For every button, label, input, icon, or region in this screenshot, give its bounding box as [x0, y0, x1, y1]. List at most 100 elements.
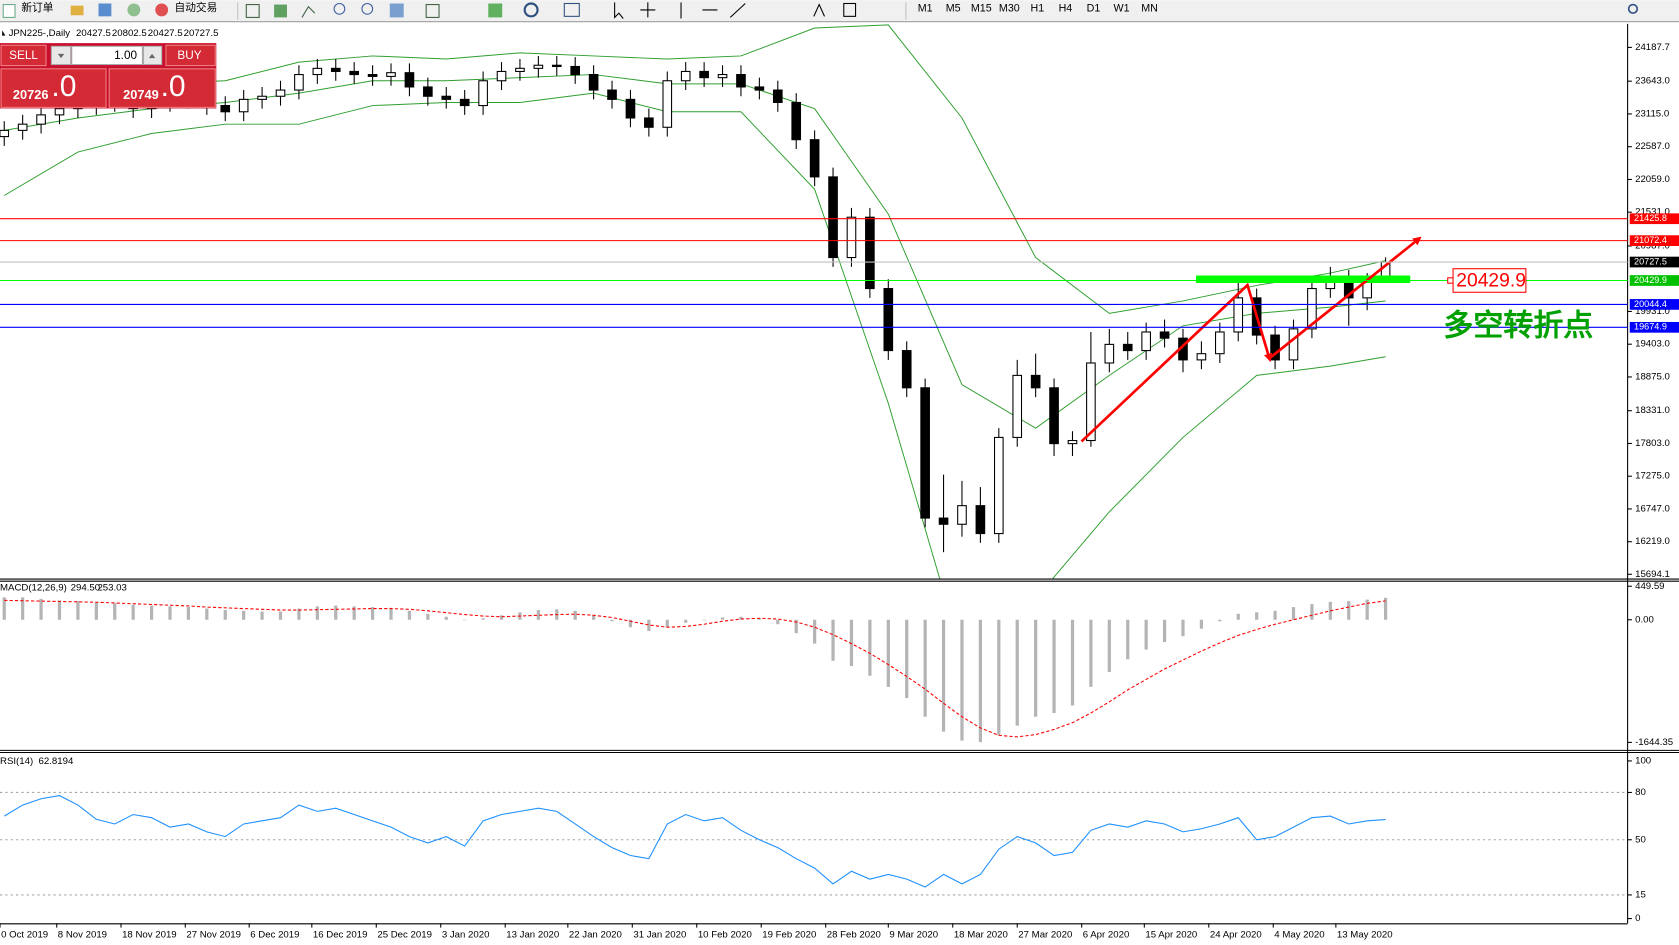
timeframe[interactable]: D1: [1087, 3, 1101, 15]
timeframe[interactable]: W1: [1114, 3, 1130, 15]
icon-auto-trading[interactable]: [155, 3, 169, 17]
candle-body: [1215, 331, 1225, 355]
icon[interactable]: [425, 4, 440, 18]
auto-trading[interactable]: 自动交易: [175, 1, 218, 14]
macd-bar: [628, 619, 633, 628]
icon[interactable]: [813, 3, 825, 17]
buy-label[interactable]: BUY: [177, 49, 201, 62]
candle-body: [1288, 328, 1299, 361]
macd-bar: [1255, 612, 1259, 620]
timeframe[interactable]: MN: [1141, 3, 1158, 15]
level-label-bg: [1629, 235, 1679, 246]
macd-bar: [720, 617, 725, 620]
x-tick-label: 9 Mar 2020: [889, 930, 938, 941]
buy-price-box[interactable]: [108, 68, 216, 108]
buy-pips[interactable]: .0: [161, 70, 186, 103]
icon[interactable]: [389, 3, 404, 18]
lot-size[interactable]: 1.00: [114, 49, 137, 62]
icon[interactable]: [127, 3, 141, 17]
candle-body: [36, 114, 46, 125]
candle-body: [1049, 387, 1059, 445]
macd-bar: [1236, 613, 1240, 620]
macd-bar: [223, 610, 227, 620]
timeframe[interactable]: M30: [999, 3, 1020, 15]
x-tick-label: 27 Nov 2019: [186, 930, 241, 941]
indicator-value: 294.50: [71, 583, 100, 594]
macd-bar: [94, 602, 98, 620]
icon[interactable]: [301, 5, 316, 18]
icon[interactable]: [640, 2, 656, 18]
buy-button[interactable]: [165, 44, 216, 67]
icon[interactable]: [563, 2, 580, 17]
icon[interactable]: [70, 5, 84, 16]
candle-body: [791, 101, 802, 141]
candle-body: [1362, 281, 1372, 299]
candle-body: [938, 517, 949, 525]
x-tick-label: 4 May 2020: [1274, 930, 1324, 941]
level-label-bg: [1629, 321, 1679, 333]
macd-bar: [923, 619, 927, 717]
toolbar: [0, 0, 1679, 22]
sell-price[interactable]: 20726: [13, 87, 49, 102]
candle-body: [551, 64, 562, 68]
trend-arrow: [1080, 282, 1273, 443]
axes: 24187.7 23643.0 23115.0 22587.0 22059.0 21531…: [0, 42, 1679, 941]
icon[interactable]: [274, 4, 287, 18]
icon[interactable]: [98, 3, 112, 17]
candle-body: [423, 86, 433, 97]
icon[interactable]: [680, 2, 746, 19]
macd-bar: [352, 606, 356, 620]
macd-bar: [536, 610, 540, 620]
candle-body: [993, 436, 1004, 535]
timeframes: M1 M5 M15 M30 H1 H4 D1 W1 MN: [918, 3, 1158, 15]
macd-bar: [610, 619, 614, 622]
sell-price-box[interactable]: [0, 68, 107, 108]
macd-bar: [242, 610, 246, 620]
macd-bar: [573, 610, 577, 620]
icon[interactable]: [523, 2, 539, 18]
sell-button[interactable]: [0, 44, 47, 67]
candle-body: [459, 98, 470, 107]
timeframe[interactable]: M1: [918, 3, 933, 15]
candle-body: [1233, 297, 1244, 333]
icon[interactable]: [245, 4, 260, 18]
buy-price[interactable]: 20749: [123, 87, 159, 102]
trend-arrow: [1269, 236, 1422, 359]
macd-bar: [463, 619, 467, 621]
indicator-title: MACD(12,26,9): [0, 583, 67, 594]
macd-bar: [334, 605, 338, 620]
x-tick-label: 8 Nov 2019: [58, 930, 107, 941]
x-tick-label: 31 Jan 2020: [633, 930, 686, 941]
x-tick-label: 22 Jan 2020: [569, 930, 622, 941]
y-tick-label: 100: [1635, 755, 1651, 766]
icon-new-order[interactable]: [2, 4, 16, 18]
candle-body: [1030, 374, 1041, 389]
icon[interactable]: [333, 2, 346, 15]
icon[interactable]: [488, 3, 503, 18]
x-tick-label: 6 Dec 2019: [250, 930, 299, 941]
search-icon[interactable]: [1627, 3, 1639, 14]
icon[interactable]: [614, 2, 624, 19]
macd-bar: [831, 619, 835, 661]
sell-pips[interactable]: .0: [51, 70, 76, 103]
new-order[interactable]: 新订单: [21, 1, 53, 14]
candle-body: [515, 67, 525, 72]
sell-label[interactable]: SELL: [9, 49, 38, 62]
candle-body: [883, 288, 894, 352]
timeframe[interactable]: H1: [1031, 3, 1045, 15]
candle-body: [1067, 439, 1078, 445]
candle-body: [349, 70, 359, 76]
candle-body: [699, 70, 709, 79]
icon[interactable]: [843, 2, 857, 17]
timeframe[interactable]: M5: [946, 3, 961, 15]
macd-bar: [702, 619, 706, 621]
icon[interactable]: [361, 2, 374, 15]
candle-body: [772, 89, 783, 103]
timeframe[interactable]: M15: [971, 3, 992, 15]
candle-body: [17, 123, 28, 131]
level-label-bg: [1629, 275, 1679, 286]
lot-field[interactable]: [71, 45, 143, 66]
bollinger-lower: [3, 92, 1386, 579]
timeframe[interactable]: H4: [1059, 3, 1073, 15]
macd-bar: [886, 619, 890, 687]
